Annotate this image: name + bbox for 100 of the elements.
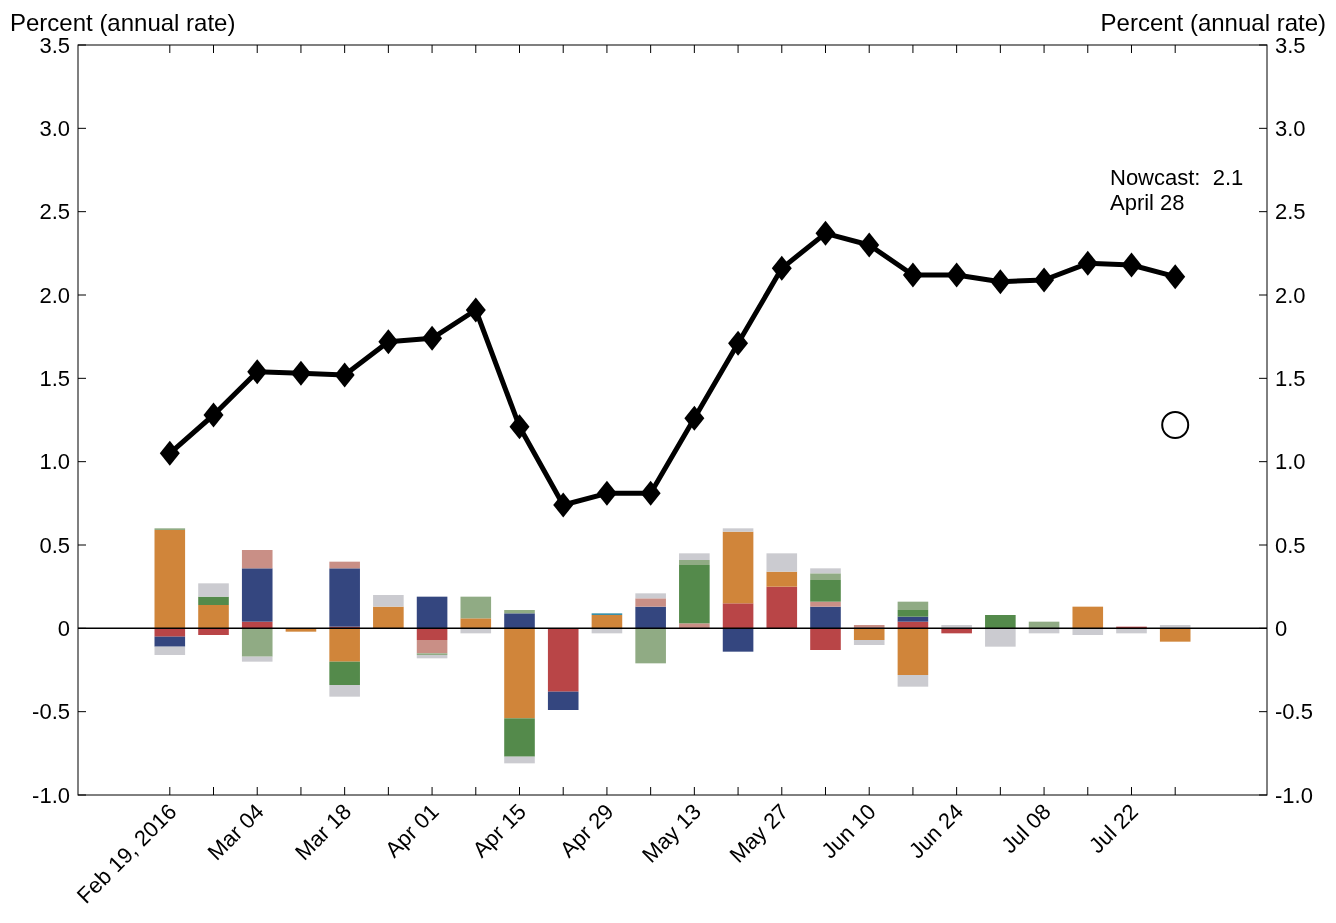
y-tick-label: -1.0 <box>32 782 70 808</box>
x-tick-label: Apr 15 <box>467 798 532 863</box>
y2-tick-label: 0 <box>1275 616 1288 642</box>
point <box>247 359 268 385</box>
bar <box>154 530 186 629</box>
y2-tick-label: 2.0 <box>1275 282 1306 308</box>
y-tick-label: -0.5 <box>32 699 70 725</box>
bar <box>329 685 360 697</box>
bar <box>679 553 710 560</box>
bar <box>1159 625 1191 629</box>
point <box>159 440 180 466</box>
y-tick-label: 1.5 <box>39 366 70 392</box>
bar <box>460 618 492 629</box>
point <box>859 232 880 258</box>
bar <box>722 628 754 652</box>
bar <box>504 610 535 614</box>
bar <box>547 628 579 692</box>
bar <box>241 656 273 662</box>
bar <box>766 586 798 629</box>
y2-tick-label: 1.0 <box>1275 449 1306 475</box>
bar <box>810 573 841 580</box>
bar <box>198 596 229 605</box>
point <box>509 414 530 440</box>
bar <box>810 601 841 607</box>
y2-tick-label: -1.0 <box>1275 782 1313 808</box>
bar <box>897 610 929 617</box>
bar <box>591 615 623 629</box>
point <box>422 325 443 351</box>
point <box>465 297 486 323</box>
x-tick-label: Mar 04 <box>202 798 269 865</box>
bar <box>460 596 492 619</box>
point <box>1077 250 1098 276</box>
point <box>990 269 1011 295</box>
point <box>1161 411 1190 439</box>
point <box>815 220 836 246</box>
bar <box>679 560 710 565</box>
bar <box>810 628 841 650</box>
bar <box>504 718 535 757</box>
point <box>1034 267 1055 293</box>
y-tick-label: 0.5 <box>39 532 70 558</box>
bar <box>329 628 360 662</box>
y2-tick-label: 3.0 <box>1275 116 1306 142</box>
y-tick-label: 0 <box>57 616 70 642</box>
bar <box>941 625 972 629</box>
bar <box>241 550 273 569</box>
bar <box>853 625 885 629</box>
x-tick-label: May 13 <box>637 798 706 868</box>
y2-tick-label: 1.5 <box>1275 366 1306 392</box>
x-tick-label: May 27 <box>724 798 794 868</box>
point <box>378 329 399 355</box>
bar <box>897 675 929 687</box>
bar <box>635 628 666 664</box>
bar <box>241 568 273 622</box>
bar <box>810 580 841 602</box>
point <box>640 480 661 506</box>
y-tick-label: 3.0 <box>39 116 70 142</box>
bar <box>329 661 360 685</box>
point <box>596 480 617 506</box>
bar <box>897 628 929 675</box>
bar <box>329 561 360 569</box>
point <box>553 492 574 518</box>
bar <box>853 640 885 645</box>
bar <box>635 598 666 607</box>
bar <box>416 596 448 629</box>
y2-tick-label: 0.5 <box>1275 532 1306 558</box>
bar <box>766 571 798 587</box>
bar <box>985 615 1016 629</box>
bar <box>198 605 229 629</box>
bar <box>1159 628 1191 642</box>
bar <box>241 621 273 629</box>
bar <box>373 595 404 607</box>
bar <box>504 613 535 629</box>
point <box>290 360 311 386</box>
bar <box>853 628 885 640</box>
x-tick-label: Jul 08 <box>996 798 1056 859</box>
point <box>684 405 705 431</box>
bar <box>241 628 273 657</box>
annotation: April 28 <box>1110 190 1185 215</box>
bar <box>679 623 710 629</box>
bar <box>504 628 535 719</box>
bar <box>154 646 186 655</box>
point <box>1121 252 1142 278</box>
bar <box>766 553 798 572</box>
x-tick-label: Jun 10 <box>816 798 881 864</box>
bar <box>810 568 841 574</box>
point <box>1165 264 1186 290</box>
bar <box>635 593 666 599</box>
bar <box>635 606 666 629</box>
bar <box>416 640 448 654</box>
point <box>203 402 224 428</box>
bar <box>679 565 710 624</box>
bar <box>504 756 535 764</box>
point <box>334 362 355 388</box>
bar <box>722 528 754 532</box>
x-tick-label: Apr 01 <box>380 798 444 863</box>
bar <box>897 616 929 622</box>
x-tick-label: Jul 22 <box>1083 798 1144 859</box>
bar <box>722 531 754 604</box>
bar <box>1072 606 1104 629</box>
y-tick-label: 2.0 <box>39 282 70 308</box>
